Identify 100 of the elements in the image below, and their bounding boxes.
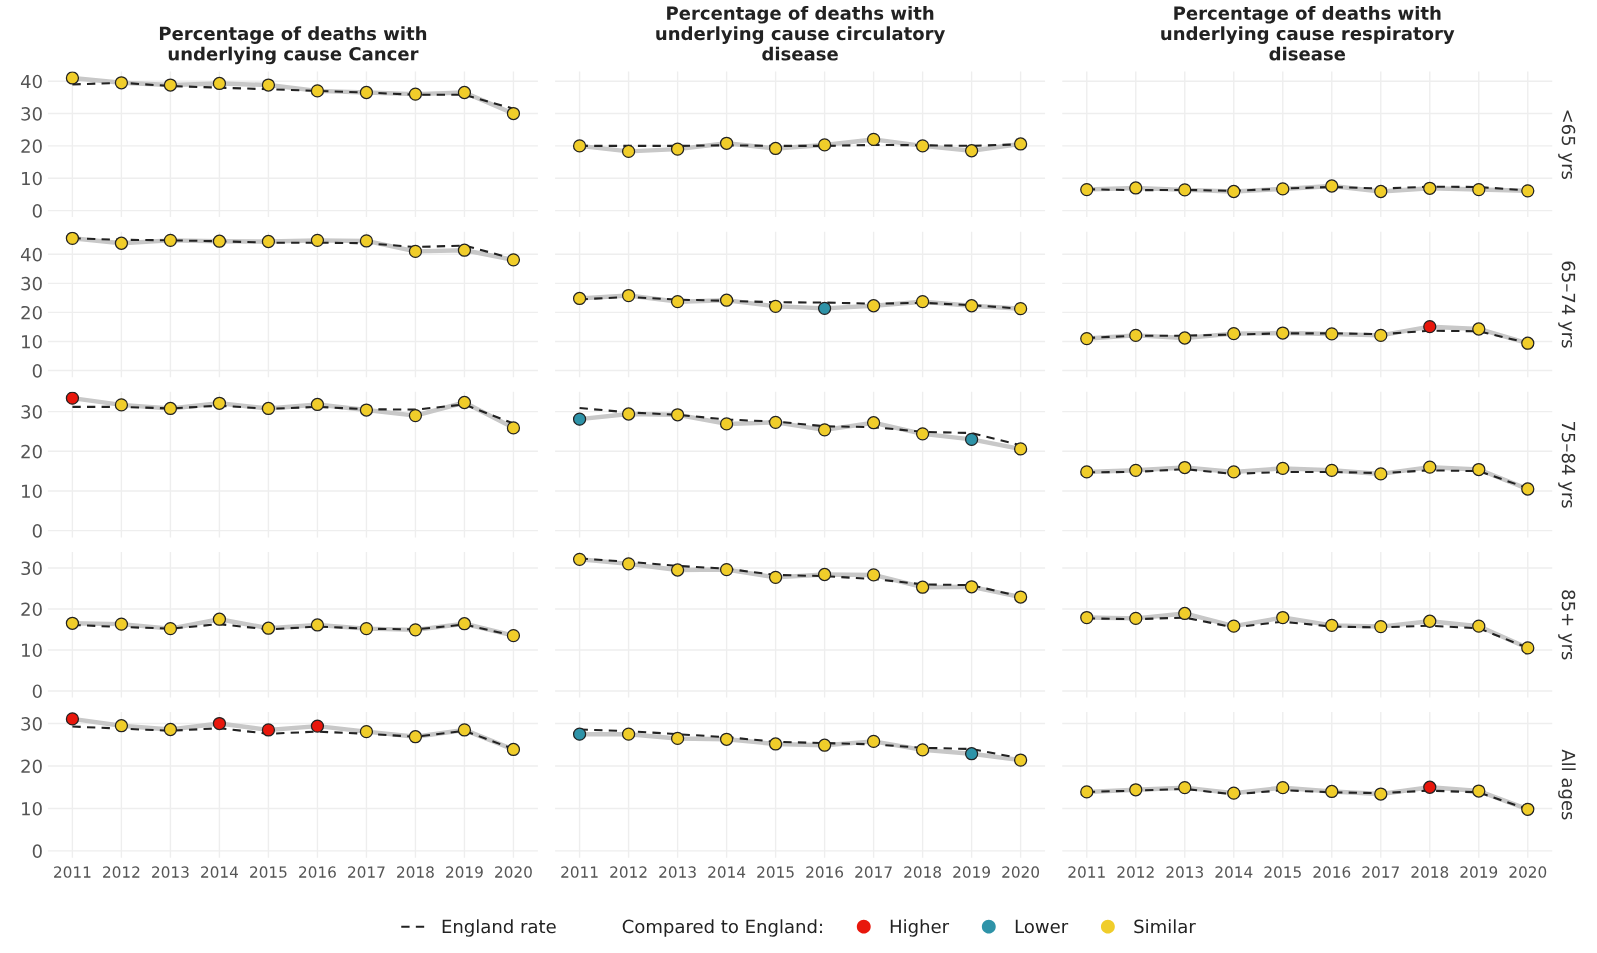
y-tick-label: 20 [21,305,42,320]
point [1080,785,1094,799]
point [212,234,227,248]
x-tick-label: 2014 [1215,866,1253,878]
point [1472,784,1486,798]
point [359,403,374,417]
point [114,236,129,250]
point [506,742,521,757]
legend-label: England rate [442,919,556,937]
text: <65 yrs [1558,110,1576,180]
x-tick-label: 2018 [1411,866,1449,878]
chart-title: Percentage of deaths with underlying cause circulatory disease [656,5,945,61]
point [408,244,423,259]
point [1129,328,1143,343]
x-tick-label: 2012 [103,866,140,878]
text: 65–74 yrs [1558,261,1576,348]
point [261,78,276,92]
y-tick-label: 10 [22,484,42,499]
point [212,396,227,410]
point [1178,460,1192,475]
y-tick-label: 10 [22,171,42,186]
chart-title: Percentage of deaths with underlying cause respiratory disease [1161,5,1455,61]
point [114,76,129,90]
point [261,401,276,416]
point [310,84,325,98]
point [114,398,129,412]
y-tick-label: 0 [32,684,42,699]
point [359,724,374,739]
x-tick-label: 2014 [201,866,238,878]
y-tick-label: 0 [32,204,42,218]
point [506,628,521,643]
point [1227,465,1241,479]
point [768,570,783,585]
point [1472,322,1486,336]
point [261,621,276,635]
y-tick-label: 20 [21,444,42,459]
point [915,427,930,441]
point [621,288,636,303]
point [964,299,979,313]
x-tick-label: 2014 [708,866,746,878]
point [1227,786,1241,800]
point [1178,606,1192,621]
point [1129,463,1143,477]
point [506,421,521,435]
y-tick-label: 20 [21,139,42,154]
point [719,562,734,577]
legend-label: Lower [1015,919,1069,934]
point [1325,463,1339,477]
point [572,412,587,426]
point [670,295,685,309]
y-tick-label: 30 [21,561,42,576]
y-tick-label: 40 [20,247,42,262]
point [1276,610,1290,625]
legend-label: Higher [890,919,950,937]
point [408,408,423,423]
x-tick-label: 2019 [953,866,990,878]
x-tick-label: 2018 [904,866,941,878]
y-tick-label: 10 [22,801,42,816]
y-tick-label: 0 [32,844,42,859]
x-tick-label: 2011 [54,866,91,878]
point [1374,619,1388,634]
point [915,743,930,757]
point [1374,467,1388,481]
x-tick-label: 2016 [299,866,336,878]
point [866,299,881,313]
point [817,301,832,315]
point [1472,462,1486,477]
point [1521,802,1535,816]
point [114,617,129,631]
point [1129,783,1143,797]
x-tick-label: 2013 [152,866,189,878]
point [1423,614,1437,628]
point [817,738,832,752]
x-tick-label: 2018 [397,866,434,878]
point [621,407,636,421]
x-tick-label: 2020 [495,866,532,878]
y-tick-label: 30 [21,107,42,121]
x-tick-label: 2015 [1264,866,1301,878]
point [212,716,227,731]
y-tick-label: 20 [21,759,42,774]
y-tick-label: 30 [21,717,42,731]
point [457,617,472,631]
point [964,747,979,761]
point [817,423,832,437]
point [1325,618,1339,632]
x-tick-label: 2017 [1362,866,1399,878]
x-tick-label: 2012 [610,866,647,878]
point [621,727,636,741]
y-tick-label: 30 [21,405,42,419]
point [408,87,423,101]
point [768,299,783,313]
point [1423,320,1437,334]
point [163,233,178,247]
x-tick-label: 2017 [348,866,385,878]
y-tick-label: 20 [21,602,42,617]
point [670,731,685,746]
point [964,580,979,594]
point [261,234,276,249]
x-tick-label: 2012 [1117,866,1154,878]
point [621,557,636,571]
